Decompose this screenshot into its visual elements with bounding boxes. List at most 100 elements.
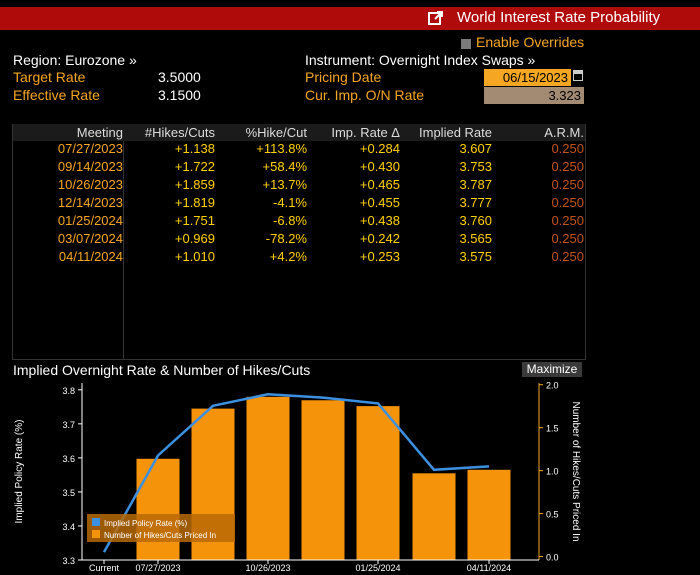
pct-hike-cut-value: +113.8%: [256, 141, 307, 156]
meeting-date: 07/27/2023: [57, 141, 123, 156]
y-right-tick-label: 1.5: [546, 424, 559, 434]
arm-value: 0.250: [551, 159, 584, 174]
title-bar: World Interest Rate Probability: [0, 7, 700, 30]
chart-title: Implied Overnight Rate & Number of Hikes…: [13, 362, 311, 378]
imp-rate-delta-value: +0.465: [359, 177, 400, 192]
bar: [467, 469, 511, 560]
hikes-cuts-value: +1.751: [174, 213, 215, 228]
imp-rate-delta-value: +0.242: [359, 231, 400, 246]
table-header: [13, 124, 585, 141]
y-right-axis-title: Number of Hikes/Cuts Priced In: [570, 401, 581, 541]
implied-rate-value: 3.575: [459, 249, 492, 264]
x-tick-label: 01/25/2024: [355, 563, 400, 573]
legend-line-swatch: [92, 518, 100, 526]
col-header-imp-rate-delta[interactable]: Imp. Rate Δ: [331, 125, 400, 140]
enable-overrides-label[interactable]: Enable Overrides: [476, 34, 585, 50]
hikes-cuts-value: +0.969: [174, 231, 215, 246]
y-right-tick-label: 0.5: [546, 510, 559, 520]
y-left-axis-title: Implied Policy Rate (%): [14, 420, 25, 524]
target-rate-value: 3.5000: [158, 69, 201, 85]
y-left-tick-label: 3.8: [62, 386, 75, 396]
implied-rate-value: 3.787: [459, 177, 492, 192]
implied-rate-value: 3.565: [459, 231, 492, 246]
pct-hike-cut-value: -6.8%: [273, 213, 307, 228]
meeting-date: 12/14/2023: [57, 195, 123, 210]
imp-rate-delta-value: +0.455: [359, 195, 400, 210]
pricing-date-field[interactable]: 06/15/2023: [484, 69, 571, 86]
y-right-tick-label: 1.0: [546, 467, 559, 477]
cur-imp-rate-label: Cur. Imp. O/N Rate: [305, 87, 425, 103]
effective-rate-label: Effective Rate: [13, 87, 100, 103]
window-title: World Interest Rate Probability: [457, 9, 661, 26]
x-tick-label: 04/11/2024: [467, 563, 511, 573]
col-header-meeting[interactable]: Meeting: [76, 125, 123, 140]
implied-rate-value: 3.760: [459, 213, 492, 228]
col-header-hikes-cuts[interactable]: #Hikes/Cuts: [144, 125, 215, 140]
pricing-date-label: Pricing Date: [305, 69, 382, 85]
bar: [191, 408, 235, 560]
arm-value: 0.250: [551, 141, 584, 156]
pct-hike-cut-value: -4.1%: [273, 195, 307, 210]
y-right-tick-label: 2.0: [546, 381, 559, 391]
meeting-date: 10/26/2023: [57, 177, 123, 192]
bar: [136, 458, 180, 560]
column-divider: [123, 141, 124, 360]
legend-box: [87, 514, 235, 542]
x-tick-label: 07/27/2023: [135, 563, 180, 573]
y-right-tick-label: 0.0: [546, 553, 559, 563]
arm-value: 0.250: [551, 195, 584, 210]
legend-bar-label: Number of Hikes/Cuts Priced In: [104, 531, 216, 540]
meeting-date: 04/11/2024: [58, 249, 123, 264]
y-left-tick-label: 3.3: [62, 556, 75, 566]
col-header-arm[interactable]: A.R.M.: [544, 125, 584, 140]
pct-hike-cut-value: +58.4%: [262, 159, 307, 174]
legend-bar-swatch: [92, 530, 100, 538]
pct-hike-cut-value: -78.2%: [265, 231, 307, 246]
arm-value: 0.250: [551, 177, 584, 192]
pct-hike-cut-value: +13.7%: [262, 177, 307, 192]
arm-value: 0.250: [551, 213, 584, 228]
col-header-implied-rate[interactable]: Implied Rate: [419, 125, 492, 140]
meeting-date: 03/07/2024: [57, 231, 123, 246]
x-tick-label: Current: [89, 563, 120, 573]
region-selector[interactable]: Region: Eurozone »: [13, 52, 137, 68]
instrument-selector[interactable]: Instrument: Overnight Index Swaps »: [305, 52, 536, 68]
implied-rate-value: 3.777: [459, 195, 492, 210]
calendar-icon[interactable]: [573, 70, 583, 81]
implied-rate-line: [102, 392, 490, 553]
pct-hike-cut-value: +4.2%: [269, 249, 307, 264]
x-tick-label: 10/26/2023: [245, 563, 290, 573]
hikes-cuts-value: +1.010: [174, 249, 215, 264]
meeting-date: 09/14/2023: [57, 159, 123, 174]
imp-rate-delta-value: +0.253: [359, 249, 400, 264]
bar: [246, 396, 290, 560]
cur-imp-rate-value: 3.323: [484, 87, 584, 104]
y-left-tick-label: 3.5: [62, 488, 75, 498]
y-left-tick-label: 3.4: [62, 522, 75, 532]
hikes-cuts-value: +1.819: [174, 195, 215, 210]
col-header-pct-hike-cut[interactable]: %Hike/Cut: [245, 125, 307, 140]
plot-area: [82, 383, 539, 560]
arm-value: 0.250: [551, 231, 584, 246]
hikes-cuts-value: +1.722: [174, 159, 215, 174]
y-left-tick-label: 3.7: [62, 420, 75, 430]
maximize-button[interactable]: Maximize: [522, 362, 582, 377]
bar: [301, 400, 345, 560]
implied-rate-value: 3.753: [459, 159, 492, 174]
arm-value: 0.250: [551, 249, 584, 264]
enable-overrides-checkbox[interactable]: [461, 39, 471, 49]
imp-rate-delta-value: +0.438: [359, 213, 400, 228]
implied-rate-value: 3.607: [459, 141, 492, 156]
meeting-date: 01/25/2024: [57, 213, 123, 228]
bar: [412, 473, 456, 560]
target-rate-label: Target Rate: [13, 69, 86, 85]
hikes-cuts-value: +1.138: [174, 141, 215, 156]
y-left-tick-label: 3.6: [62, 454, 75, 464]
legend-line-label: Implied Policy Rate (%): [104, 519, 187, 528]
external-link-icon[interactable]: [428, 10, 444, 26]
imp-rate-delta-value: +0.284: [359, 141, 400, 156]
effective-rate-value: 3.1500: [158, 87, 201, 103]
bar: [356, 406, 400, 560]
imp-rate-delta-value: +0.430: [359, 159, 400, 174]
hikes-cuts-value: +1.859: [174, 177, 215, 192]
